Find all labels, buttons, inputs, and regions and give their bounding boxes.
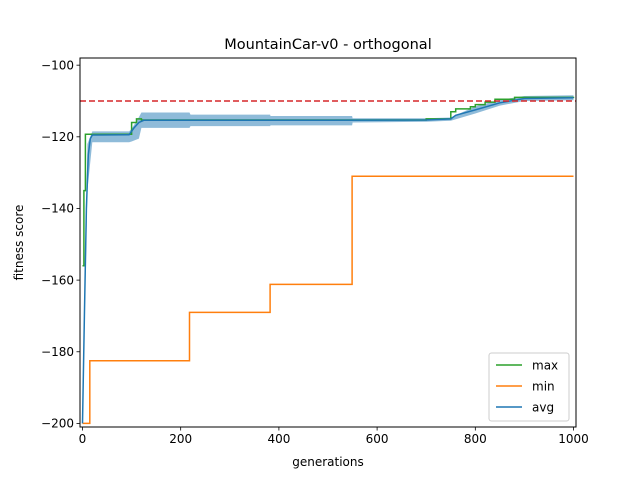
x-tick-label: 200 [169, 432, 192, 446]
x-axis-label: generations [292, 455, 364, 469]
series-line-min [82, 175, 574, 425]
y-tick-label: −120 [41, 130, 74, 144]
plot-frame [79, 57, 577, 428]
x-tick-label: 800 [464, 432, 487, 446]
y-axis-label: fitness score [12, 205, 26, 281]
y-tick-label: −200 [41, 417, 74, 431]
legend-label-avg: avg [532, 401, 554, 415]
legend-label-max: max [532, 359, 558, 373]
y-tick-label: −100 [41, 58, 74, 72]
y-tick-label: −140 [41, 202, 74, 216]
legend-label-min: min [532, 380, 555, 394]
series-line-avg [81, 97, 574, 424]
x-tick-label: 1000 [558, 432, 589, 446]
x-tick-label: 400 [267, 432, 290, 446]
legend-box [488, 352, 570, 422]
x-tick-label: 0 [79, 432, 87, 446]
y-tick-label: −180 [41, 345, 74, 359]
y-tick-label: −160 [41, 273, 74, 287]
x-tick-label: 600 [366, 432, 389, 446]
legend: max min avg [488, 352, 570, 422]
chart-title: MountainCar-v0 - orthogonal [224, 37, 431, 53]
